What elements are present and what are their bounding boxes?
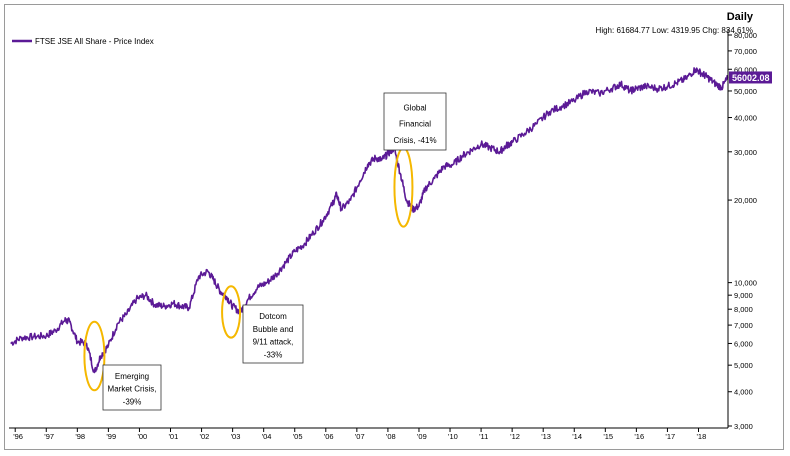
x-tick-label: '06	[324, 432, 334, 441]
y-tick-label: 10,000	[734, 279, 757, 288]
x-tick-label: '15	[603, 432, 613, 441]
x-axis: '96 '97 '98 '99 '00 '01 '02 '03 '04 '05 '06 '07 '08 '…	[9, 427, 728, 441]
annotation-line: Bubble and	[253, 325, 293, 334]
annotation-line: -39%	[123, 398, 142, 407]
x-tick-label: '08	[386, 432, 396, 441]
last-value-badge: 56002.08	[729, 71, 772, 84]
y-tick-label: 80,000	[734, 31, 757, 40]
stats-label: High: 61684.77 Low: 4319.95 Chg: 834.61%	[596, 26, 753, 35]
annotation-line: Crisis, -41%	[393, 136, 436, 145]
annotation-dotcom: Dotcom Bubble and 9/11 attack, -33%	[242, 304, 304, 364]
x-tick-label: '10	[448, 432, 458, 441]
y-tick-label: 7,000	[734, 321, 753, 330]
x-tick-label: '05	[293, 432, 303, 441]
y-axis: 80,000 70,000 60,000 50,000 40,000 30,000 20,0…	[727, 29, 772, 431]
x-tick-label: '16	[634, 432, 644, 441]
x-tick-label: '14	[572, 432, 582, 441]
legend: FTSE JSE All Share - Price Index	[12, 37, 154, 46]
legend-label: FTSE JSE All Share - Price Index	[35, 37, 154, 46]
x-tick-label: '96	[13, 432, 23, 441]
chart-frame: 80,000 70,000 60,000 50,000 40,000 30,000 20,0…	[4, 4, 784, 450]
x-tick-label: '09	[417, 432, 427, 441]
series-line	[10, 67, 729, 374]
y-tick-label: 50,000	[734, 87, 757, 96]
y-tick-label: 9,000	[734, 291, 753, 300]
chart-header: Daily High: 61684.77 Low: 4319.95 Chg: 8…	[12, 11, 754, 46]
dotcom-ellipse	[221, 285, 242, 339]
x-tick-label: '02	[200, 432, 210, 441]
annotation-emerging: Emerging Market Crisis, -39%	[102, 364, 162, 411]
annotation-line: Market Crisis,	[108, 385, 157, 394]
annotation-line: Dotcom	[259, 312, 287, 321]
annotation-line: -33%	[264, 351, 283, 360]
last-value-box	[729, 71, 772, 84]
y-tick-label: 5,000	[734, 361, 753, 370]
emerging-crisis-ellipse	[83, 320, 106, 392]
annotations: Emerging Market Crisis, -39% Dotcom Bubble a…	[83, 92, 447, 411]
x-tick-label: '00	[137, 432, 147, 441]
plot-area	[10, 67, 729, 374]
y-tick-label: 40,000	[734, 114, 757, 123]
x-tick-label: '98	[75, 432, 85, 441]
y-tick-label: 60,000	[734, 65, 757, 74]
annotation-box	[383, 92, 447, 151]
y-tick-label: 3,000	[734, 422, 753, 431]
x-tick-label: '18	[696, 432, 706, 441]
annotation-line: 9/11 attack,	[253, 338, 294, 347]
price-chart: 80,000 70,000 60,000 50,000 40,000 30,000 20,0…	[9, 11, 772, 441]
x-tick-label: '03	[231, 432, 241, 441]
y-tick-label: 30,000	[734, 148, 757, 157]
y-tick-label: 4,000	[734, 388, 753, 397]
y-tick-label: 6,000	[734, 339, 753, 348]
annotation-line: Emerging	[115, 372, 149, 381]
x-tick-label: '17	[665, 432, 675, 441]
x-tick-label: '13	[541, 432, 551, 441]
x-tick-label: '99	[106, 432, 116, 441]
last-value-label: 56002.08	[732, 73, 770, 83]
x-tick-label: '97	[44, 432, 54, 441]
x-tick-label: '04	[262, 432, 272, 441]
x-tick-label: '07	[355, 432, 365, 441]
y-tick-label: 8,000	[734, 305, 753, 314]
annotation-gfc: Global Financial Crisis, -41%	[383, 92, 447, 151]
annotation-box	[102, 364, 162, 411]
annotation-line: Financial	[399, 120, 431, 129]
y-tick-label: 20,000	[734, 196, 757, 205]
x-tick-label: '12	[510, 432, 520, 441]
frequency-label: Daily	[727, 11, 754, 23]
x-tick-label: '01	[169, 432, 179, 441]
annotation-box	[242, 304, 304, 364]
x-tick-label: '11	[479, 432, 488, 441]
y-tick-label: 70,000	[734, 47, 757, 56]
annotation-line: Global	[403, 103, 426, 112]
